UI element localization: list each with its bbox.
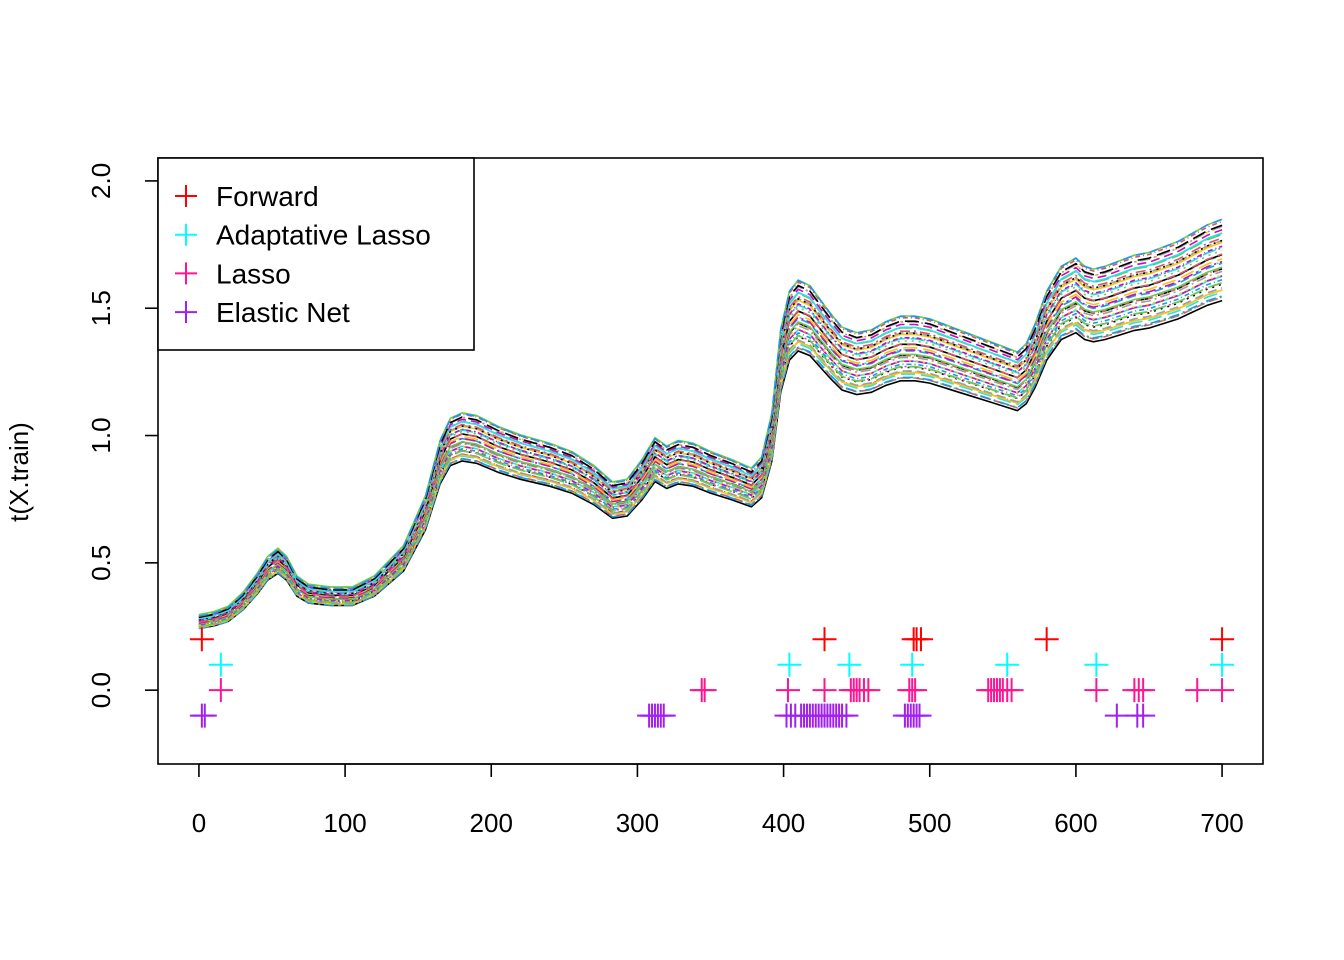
legend-marker (175, 301, 197, 324)
spectrum-line (198, 253, 1223, 623)
legend-box (157, 157, 475, 351)
legend-label: Elastic Net (216, 297, 350, 328)
legend-marker (175, 262, 197, 285)
spectrum-line (198, 225, 1223, 618)
selected-variable-marker (812, 627, 837, 652)
selected-variable-marker (651, 703, 676, 728)
x-tick-label: 600 (1054, 808, 1097, 838)
legend-label: Forward (216, 181, 319, 212)
selected-variable-marker (1210, 678, 1235, 703)
selected-variable-marker (1104, 703, 1129, 728)
selected-variable-marker (208, 678, 233, 703)
selected-variable-marker (812, 678, 837, 703)
selected-variable-marker (1131, 703, 1156, 728)
y-tick-label: 1.0 (86, 417, 116, 453)
legend-marker (175, 223, 197, 246)
selection-markers (189, 627, 1235, 728)
selected-variable-marker (999, 678, 1024, 703)
selected-variable-marker (1185, 678, 1210, 703)
selected-variable-marker (1084, 678, 1109, 703)
selected-variable-marker (907, 703, 932, 728)
selected-variable-marker (692, 678, 717, 703)
spectrum-line (198, 262, 1223, 623)
selected-variable-marker (1084, 652, 1109, 677)
x-axis: 0 100 200 300 400 500 600 700 (192, 763, 1244, 838)
selected-variable-marker (903, 678, 928, 703)
y-tick-label: 0.0 (86, 672, 116, 708)
x-tick-label: 100 (323, 808, 366, 838)
x-tick-label: 400 (762, 808, 805, 838)
y-tick-label: 1.5 (86, 290, 116, 326)
selected-variable-marker (775, 678, 800, 703)
selected-variable-marker (995, 652, 1020, 677)
legend-marker (175, 185, 197, 207)
legend-label: Adaptative Lasso (216, 220, 431, 251)
spectrum-line (198, 225, 1223, 617)
selected-variable-marker (856, 678, 881, 703)
selected-variable-marker (189, 627, 214, 652)
x-tick-label: 200 (470, 808, 513, 838)
selected-variable-marker (908, 627, 933, 652)
spectrum-line (198, 218, 1223, 617)
selected-variable-marker (1131, 678, 1156, 703)
spectrum-line (198, 239, 1223, 621)
x-tick-label: 0 (192, 808, 206, 838)
y-tick-label: 0.5 (86, 545, 116, 581)
selected-variable-marker (837, 652, 862, 677)
selected-variable-marker (834, 703, 859, 728)
spectrum-line (198, 281, 1223, 628)
y-axis: 0.0 0.5 1.0 1.5 2.0 (86, 163, 158, 708)
selected-variable-marker (777, 652, 802, 677)
y-tick-label: 2.0 (86, 163, 116, 199)
selected-variable-marker (192, 703, 217, 728)
selected-variable-marker (1210, 652, 1235, 677)
selected-variable-marker (900, 652, 925, 677)
selected-variable-marker (208, 652, 233, 677)
spectrum-line (198, 275, 1223, 626)
legend: Forward Adaptative Lasso Lasso Elastic Net (157, 157, 475, 351)
selected-variable-marker (1210, 627, 1235, 652)
spectrum-line (198, 295, 1223, 630)
y-axis-label: t(X.train) (4, 422, 34, 522)
x-tick-label: 700 (1200, 808, 1243, 838)
selected-variable-marker (1034, 627, 1059, 652)
spectra-curves (198, 218, 1223, 630)
x-tick-label: 500 (908, 808, 951, 838)
legend-label: Lasso (216, 258, 291, 289)
x-tick-label: 300 (616, 808, 659, 838)
